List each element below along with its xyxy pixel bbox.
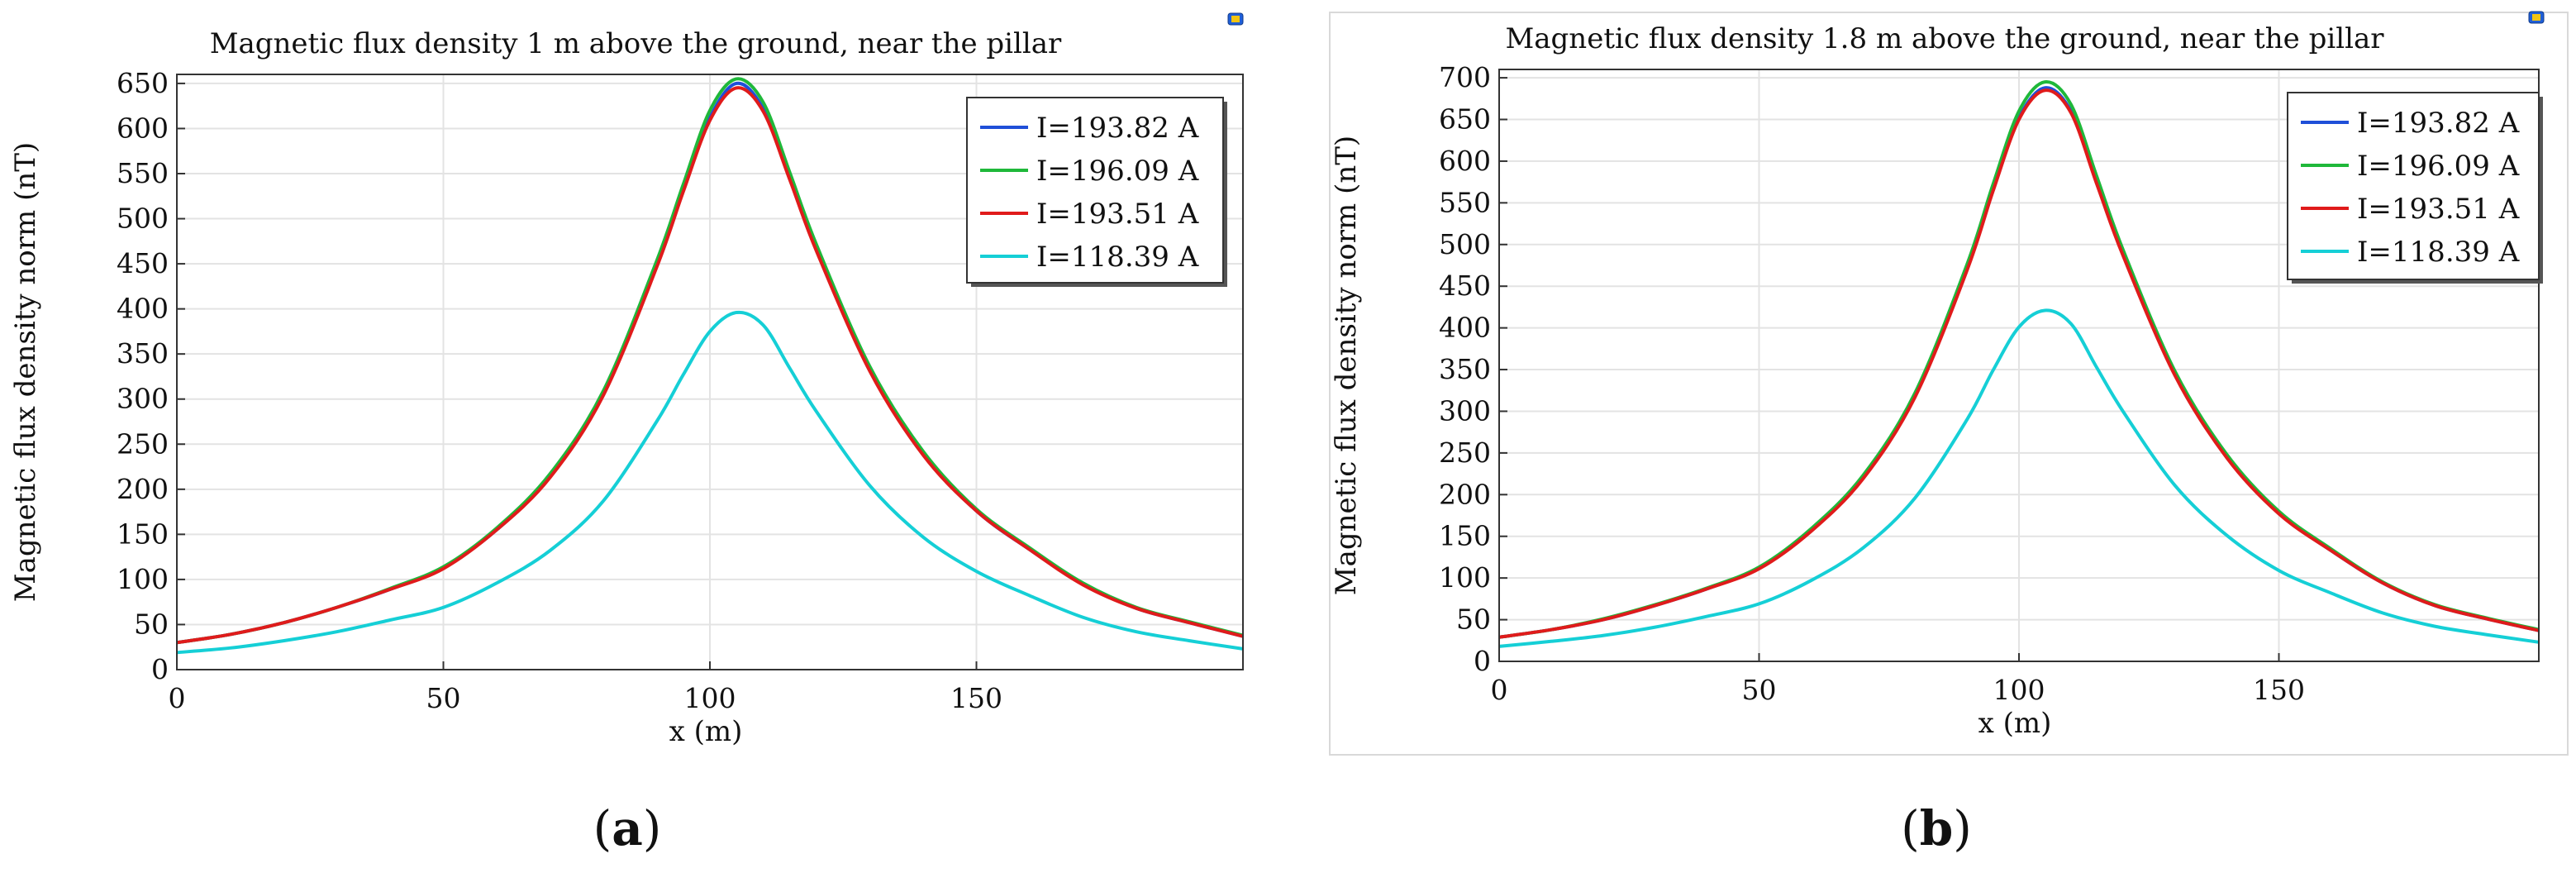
x-tick-label: 0 <box>169 682 186 714</box>
panel-label-part: ) <box>643 800 662 856</box>
y-axis-label: Magnetic flux density norm (nT) <box>1330 136 1363 595</box>
panel-label-part: ) <box>1953 800 1972 856</box>
y-tick-label: 650 <box>117 67 169 99</box>
panel-b-frame <box>1329 12 2569 756</box>
x-tick-label: 50 <box>1742 674 1777 706</box>
legend-label: I=193.82 A <box>1036 112 1199 145</box>
x-tick-label: 0 <box>1491 674 1508 706</box>
y-tick-label: 100 <box>1439 561 1491 594</box>
x-axis-label: x (m) <box>1978 707 2052 740</box>
legend-label: I=118.39 A <box>2357 236 2520 269</box>
y-tick-label: 150 <box>1439 520 1491 552</box>
legend-label: I=193.82 A <box>2357 107 2520 140</box>
panel-label: (a) <box>593 800 662 856</box>
window-icon-inner <box>2532 14 2540 21</box>
y-tick-label: 200 <box>1439 478 1491 510</box>
series-line-4 <box>176 310 1244 655</box>
y-axis: 0 50 100 150 200 250 300 350 400 450 500 550 600 650 7… <box>1439 61 1507 677</box>
window-icon <box>2528 11 2545 24</box>
y-tick-label: 250 <box>1439 436 1491 469</box>
panel-label-part: a <box>612 800 643 856</box>
chart-panel-a: 0501001502002503003504004505005506006500… <box>9 12 1244 856</box>
x-tick-label: 100 <box>684 682 736 714</box>
legend-entry: I=193.51 A <box>2301 193 2520 226</box>
legend-entry: I=196.09 A <box>2301 150 2520 183</box>
series-line-3 <box>176 86 1244 645</box>
y-tick-label: 350 <box>117 337 169 370</box>
y-tick-label: 700 <box>1439 61 1491 93</box>
y-tick-label: 350 <box>1439 353 1491 385</box>
legend-entry: I=193.51 A <box>980 198 1199 231</box>
panel-label-part: ( <box>1901 800 1920 856</box>
y-tick-label: 400 <box>1439 312 1491 344</box>
legend: I=193.82 A I=196.09 A I=193.51 A I=118.39 A <box>2287 92 2543 284</box>
y-tick-label: 100 <box>117 563 169 595</box>
y-tick-label: 550 <box>1439 186 1491 218</box>
legend-entry: I=193.82 A <box>980 112 1199 145</box>
legend-entry: I=118.39 A <box>2301 236 2520 269</box>
legend-label: I=196.09 A <box>2357 150 2520 183</box>
x-tick-label: 150 <box>2253 674 2305 706</box>
y-axis: 0 50 100 150 200 250 300 350 400 450 500 550 600 650 <box>117 67 185 685</box>
legend-label: I=118.39 A <box>1036 241 1199 274</box>
y-tick-label: 250 <box>117 427 169 460</box>
y-tick-label: 0 <box>1474 645 1491 677</box>
y-tick-label: 300 <box>1439 394 1491 427</box>
chart-title: Magnetic flux density 1.8 m above the gr… <box>1505 22 2384 55</box>
legend-entry: I=193.82 A <box>2301 107 2520 140</box>
x-tick-label: 100 <box>1993 674 2045 706</box>
series-line-4 <box>1498 308 2540 648</box>
chart-title: Magnetic flux density 1 m above the grou… <box>210 27 1062 60</box>
y-tick-label: 200 <box>117 473 169 505</box>
y-tick-label: 550 <box>117 157 169 189</box>
legend-label: I=196.09 A <box>1036 155 1199 188</box>
window-icon-inner <box>1231 16 1240 22</box>
x-axis-label: x (m) <box>669 715 743 748</box>
y-tick-label: 50 <box>134 608 169 640</box>
y-tick-label: 500 <box>117 203 169 235</box>
y-tick-label: 400 <box>117 293 169 325</box>
x-tick-label: 50 <box>426 682 461 714</box>
legend-entry: I=118.39 A <box>980 241 1199 274</box>
series-lines <box>1498 80 2540 648</box>
gridlines <box>1498 69 2539 662</box>
legend: I=193.82 A I=196.09 A I=193.51 A I=118.39 A <box>966 97 1227 287</box>
y-tick-label: 600 <box>117 112 169 144</box>
legend-label: I=193.51 A <box>2357 193 2520 226</box>
y-tick-label: 650 <box>1439 103 1491 136</box>
y-tick-label: 500 <box>1439 228 1491 260</box>
x-tick-label: 150 <box>950 682 1002 714</box>
chart-panel-b: 0501001502002503003504004505005506006507… <box>1330 11 2545 856</box>
y-tick-label: 300 <box>117 383 169 415</box>
y-tick-label: 150 <box>117 518 169 550</box>
series-lines <box>176 77 1244 655</box>
y-axis-label: Magnetic flux density norm (nT) <box>9 142 42 602</box>
x-axis: 0 50 100 150 <box>1491 653 2305 706</box>
y-tick-label: 450 <box>117 247 169 279</box>
panel-label: (b) <box>1901 800 1972 856</box>
y-tick-label: 0 <box>151 653 169 685</box>
panel-label-part: b <box>1920 800 1954 856</box>
panel-label-part: ( <box>593 800 612 856</box>
legend-label: I=193.51 A <box>1036 198 1199 231</box>
y-tick-label: 450 <box>1439 270 1491 302</box>
series-line-3 <box>1498 88 2540 639</box>
legend-entry: I=196.09 A <box>980 155 1199 188</box>
y-tick-label: 50 <box>1456 603 1491 636</box>
y-tick-label: 600 <box>1439 145 1491 177</box>
x-axis: 0 50 100 150 <box>169 661 1002 714</box>
window-icon <box>1227 12 1244 26</box>
